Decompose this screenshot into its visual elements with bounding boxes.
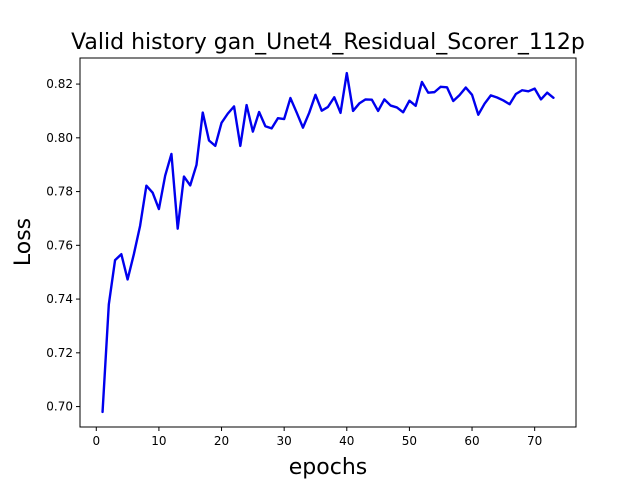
series-line [101, 71, 555, 414]
y-tick-label: 0.76 [46, 238, 73, 252]
plot-frame [79, 57, 577, 428]
x-tick-label: 0 [92, 434, 100, 448]
y-axis: 0.70 0.72 0.74 0.76 0.78 0.80 0.82 [46, 77, 80, 414]
y-axis-label: Loss [11, 218, 36, 266]
y-tick-label: 0.82 [46, 77, 73, 91]
x-tick-label: 40 [339, 434, 354, 448]
chart-title: Valid history gan_Unet4_Residual_Scorer_… [71, 30, 585, 55]
y-tick-label: 0.78 [46, 185, 73, 199]
y-tick-label: 0.72 [46, 346, 73, 360]
y-tick-label: 0.74 [46, 292, 73, 306]
x-tick-label: 50 [402, 434, 417, 448]
x-tick-label: 20 [214, 434, 229, 448]
x-tick-label: 60 [464, 434, 479, 448]
plot-area [79, 57, 577, 428]
x-tick-label: 10 [151, 434, 166, 448]
x-tick-label: 70 [527, 434, 542, 448]
series-layer [101, 71, 555, 414]
x-axis-label: epochs [289, 455, 367, 480]
x-tick-label: 30 [277, 434, 292, 448]
y-tick-label: 0.70 [46, 400, 73, 414]
y-tick-label: 0.80 [46, 131, 73, 145]
x-axis: 0 10 20 30 40 50 60 70 [92, 427, 542, 448]
